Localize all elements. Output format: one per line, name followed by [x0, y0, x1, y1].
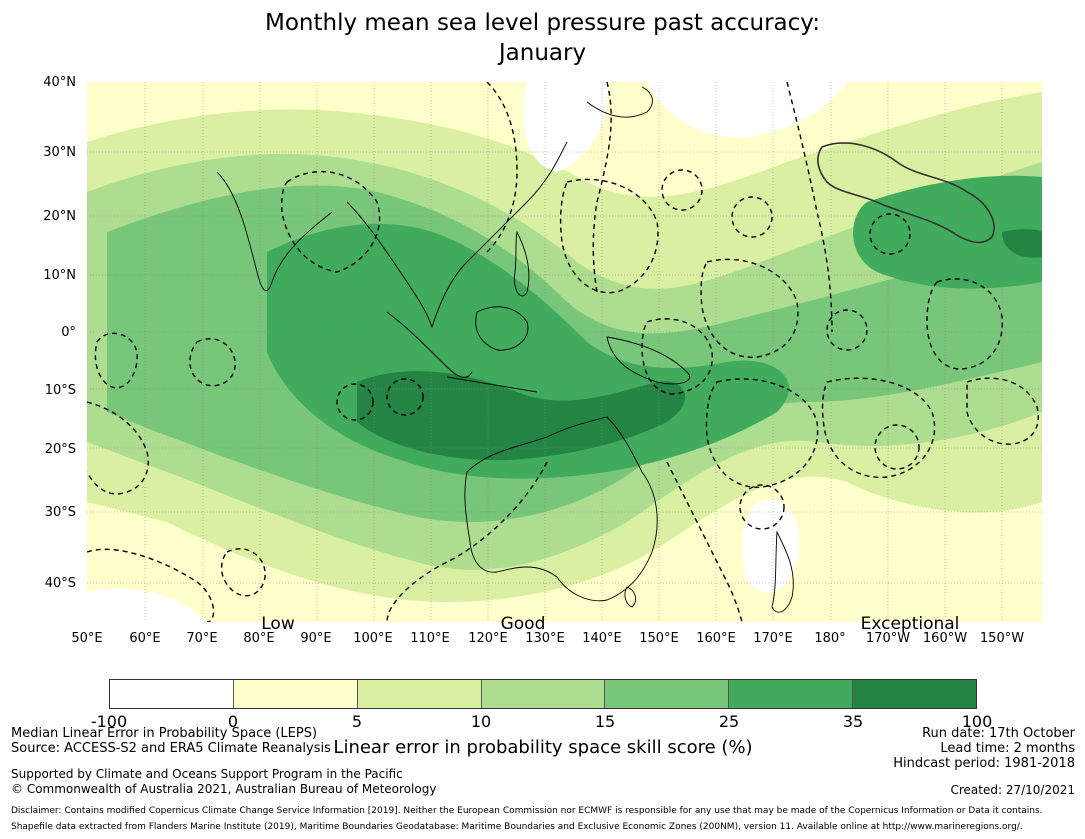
lat-label-30n: 30°N: [43, 145, 76, 160]
run-date: Run date: 17th October: [922, 726, 1075, 741]
copyright-text: © Commonwealth of Australia 2021, Austra…: [11, 782, 437, 796]
colorbar-segment: [357, 680, 482, 708]
lon-label-100e: 100°E: [353, 631, 393, 646]
skill-band-25-35-pacific: [853, 175, 1042, 289]
skill-band-35-100: [357, 371, 686, 461]
shapefile-credit: Shapefile data extracted from Flanders M…: [11, 822, 1023, 832]
lon-label-70e: 70°E: [186, 631, 218, 646]
coastline-borneo: [475, 306, 529, 351]
coastline-philippines: [514, 230, 530, 297]
lon-label-140e: 140°E: [582, 631, 622, 646]
lat-label-40s: 40°S: [44, 576, 76, 591]
metric-text: Median Linear Error in Probability Space…: [11, 726, 318, 741]
colorbar-tick: 5: [351, 712, 363, 731]
colorbar-tick: 15: [594, 712, 616, 731]
lon-label-160e: 160°E: [696, 631, 736, 646]
lat-label-10s: 10°S: [44, 383, 76, 398]
category-exceptional: Exceptional: [860, 614, 960, 634]
lon-label-170e: 170°E: [753, 631, 793, 646]
skill-band-35-100-pacific: [1002, 229, 1042, 258]
low-skill-patch-tasman: [741, 500, 800, 593]
lat-label-20n: 20°N: [43, 209, 76, 224]
colorbar: [109, 679, 977, 709]
hindcast-period: Hindcast period: 1981-2018: [893, 756, 1075, 771]
low-skill-patch-south: [87, 588, 207, 622]
colorbar-segment: [481, 680, 606, 708]
lon-label-120e: 120°E: [468, 631, 508, 646]
colorbar-tick: 25: [718, 712, 740, 731]
lon-label-170w: 170°W: [865, 631, 911, 646]
graticule: [87, 82, 1042, 622]
lon-label-90e: 90°E: [300, 631, 332, 646]
colorbar-tick: 0: [227, 712, 239, 731]
map-title: Monthly mean sea level pressure past acc…: [0, 8, 1085, 68]
colorbar-label: Linear error in probability space skill …: [333, 737, 753, 758]
coastline-southeast-asia: [346, 141, 568, 329]
source-text: Source: ACCESS-S2 and ERA5 Climate Reana…: [11, 741, 331, 756]
lat-label-30s: 30°S: [44, 505, 76, 520]
title-line-1: Monthly mean sea level pressure past acc…: [265, 10, 820, 36]
created-date: Created: 27/10/2021: [950, 783, 1075, 797]
lon-label-80e: 80°E: [243, 631, 275, 646]
coastline-java: [446, 376, 538, 393]
coastline-new-zealand: [771, 530, 794, 613]
colorbar-tick: 100: [961, 712, 993, 731]
lead-time: Lead time: 2 months: [940, 741, 1075, 756]
eez-boundaries: [87, 82, 1039, 622]
lat-label-40n: 40°N: [43, 75, 76, 90]
lon-label-130e: 130°E: [525, 631, 565, 646]
lat-label-20s: 20°S: [44, 442, 76, 457]
colorbar-segment: [110, 680, 234, 708]
hawaii-eez-outline: [817, 142, 995, 244]
low-skill-patch-asia: [523, 82, 608, 172]
lon-label-60e: 60°E: [129, 631, 161, 646]
colorbar-segment: [605, 680, 730, 708]
colorbar-segment: [729, 680, 854, 708]
lon-label-110e: 110°E: [410, 631, 450, 646]
colorbar-tick: 10: [470, 712, 492, 731]
coastline-japan: [586, 86, 653, 118]
skill-map-svg: [87, 82, 1042, 622]
colorbar-segment: [853, 680, 977, 708]
support-text: Supported by Climate and Oceans Support …: [11, 767, 403, 781]
lon-label-160w: 160°W: [922, 631, 968, 646]
coastline-australia: [464, 416, 658, 602]
coastlines: [216, 86, 794, 613]
coastline-india: [216, 171, 333, 292]
lon-label-50e: 50°E: [71, 631, 103, 646]
lat-label-10n: 10°N: [43, 268, 76, 283]
category-low: Low: [261, 614, 295, 634]
coastline-sumatra: [386, 311, 473, 378]
colorbar-tick: 35: [842, 712, 864, 731]
colorbar-segment: [233, 680, 358, 708]
lat-label-0: 0°: [61, 325, 76, 340]
category-good: Good: [500, 614, 546, 634]
skill-map: [87, 82, 1042, 622]
disclaimer-text: Disclaimer: Contains modified Copernicus…: [11, 806, 1043, 816]
lon-label-180: 180°: [814, 631, 846, 646]
lon-label-150e: 150°E: [639, 631, 679, 646]
lon-label-150w: 150°W: [979, 631, 1025, 646]
coastline-new-guinea: [606, 336, 690, 385]
low-skill-patch-north-pacific: [647, 82, 847, 138]
colorbar-tick: -100: [90, 712, 128, 731]
title-line-2: January: [498, 40, 587, 66]
coastline-tasmania: [624, 586, 637, 608]
